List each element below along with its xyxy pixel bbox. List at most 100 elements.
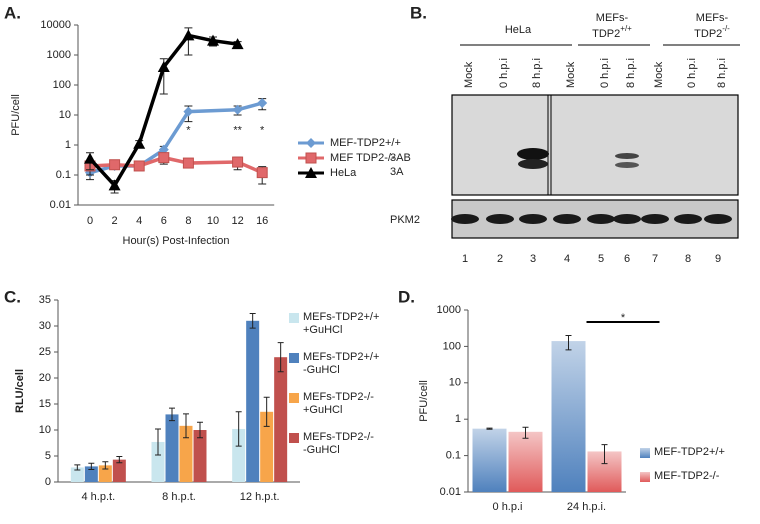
marker — [182, 157, 194, 169]
legend-label: HeLa — [330, 167, 357, 179]
legend-item: MEFs-TDP2-/- -GuHCl — [303, 431, 374, 456]
x-tick-label: 8 h.p.t. — [162, 491, 196, 503]
x-tick-label: 4 h.p.t. — [82, 491, 116, 503]
marker — [306, 138, 316, 148]
y-tick-label: 30 — [39, 320, 51, 332]
marker — [108, 179, 121, 191]
y-axis-label: PFU/cell — [418, 380, 430, 422]
panel-label: B. — [410, 3, 427, 22]
group-label-sup: +/+ — [620, 24, 632, 33]
bar — [112, 459, 126, 482]
band — [486, 214, 514, 224]
error-bar — [249, 313, 256, 329]
legend-item: MEFs-TDP2-/- +GuHCl — [303, 391, 374, 416]
band-label: 3A — [390, 166, 404, 178]
error-bar — [183, 413, 189, 439]
annotation: * — [260, 125, 265, 137]
x-tick-label: 0 h.p.i — [493, 501, 523, 513]
x-axis-label: Hour(s) Post-Infection — [123, 235, 230, 247]
error-bar — [74, 464, 81, 471]
marker — [305, 152, 317, 164]
legend-item: MEF-TDP2+/+ — [654, 446, 725, 458]
lane-label: 0 h.p.i — [599, 58, 611, 88]
legend-item: MEF-TDP2-/- — [654, 470, 719, 482]
band — [613, 214, 641, 224]
legend-swatch — [289, 353, 299, 363]
group-label: MEFs- — [596, 12, 629, 24]
y-tick-label: 5 — [45, 450, 51, 462]
marker — [305, 167, 317, 178]
bar — [508, 431, 543, 492]
lane-number: 7 — [652, 253, 658, 265]
x-tick-label: 16 — [256, 215, 268, 227]
y-axis-label: PFU/cell — [10, 94, 22, 136]
lane-label: Mock — [463, 61, 475, 88]
lane-label: 0 h.p.i — [498, 58, 510, 88]
lane-label: 8 h.p.i — [716, 58, 728, 88]
marker — [182, 29, 195, 41]
y-tick-label: 1000 — [47, 49, 71, 61]
y-tick-label: 1 — [455, 413, 461, 425]
lane-number: 5 — [598, 253, 604, 265]
marker — [133, 137, 146, 149]
y-tick-label: 20 — [39, 372, 51, 384]
lane-label: 0 h.p.i — [686, 58, 698, 88]
group-label-part: TDP2 — [592, 28, 620, 40]
x-tick-label: 12 h.p.t. — [240, 491, 280, 503]
y-tick-label: 1000 — [437, 304, 461, 316]
legend-label: MEFs-TDP2-/- +GuHCl — [303, 391, 374, 416]
error-bar — [169, 407, 175, 422]
lane-number: 8 — [685, 253, 691, 265]
y-tick-label: 0.1 — [446, 450, 461, 462]
lane-number: 9 — [715, 253, 721, 265]
blot-top — [451, 94, 739, 196]
bar — [179, 425, 193, 482]
error-bar — [235, 411, 242, 447]
legend-swatch — [289, 433, 299, 443]
band — [517, 148, 549, 160]
y-tick-label: 100 — [53, 79, 71, 91]
legend-item: MEFs-TDP2+/+ +GuHCl — [303, 311, 380, 336]
group-label: TDP2+/+ — [592, 24, 632, 40]
error-bar — [486, 427, 493, 430]
band — [674, 214, 702, 224]
y-tick-label: 10 — [449, 377, 461, 389]
legend-label: MEFs-TDP2-/- -GuHCl — [303, 431, 374, 456]
bar — [551, 341, 586, 492]
western-blot — [451, 44, 740, 239]
x-tick-label: 0 — [87, 215, 93, 227]
lane-number: 4 — [564, 253, 570, 265]
lane-label: 8 h.p.i — [625, 58, 637, 88]
band-label: PKM2 — [390, 214, 420, 226]
x-tick-label: 6 — [161, 215, 167, 227]
band — [615, 162, 639, 168]
band — [553, 214, 581, 224]
bar — [193, 430, 207, 482]
lane-number: 6 — [624, 253, 630, 265]
y-tick-label: 100 — [443, 340, 461, 352]
error-bar — [263, 396, 270, 427]
band — [519, 214, 547, 224]
annotation: * — [621, 312, 626, 324]
x-tick-label: 4 — [136, 215, 142, 227]
legend-label: MEFs-TDP2+/+ -GuHCl — [303, 351, 380, 376]
lane-label: 8 h.p.i — [531, 58, 543, 88]
error-bar — [277, 342, 284, 373]
annotation: ** — [233, 125, 242, 137]
lane-label: Mock — [653, 61, 665, 88]
legend-label: MEF TDP2-/- — [330, 152, 395, 164]
group-label-sup: -/- — [722, 24, 730, 33]
band — [518, 159, 548, 169]
marker — [231, 38, 244, 50]
legend-swatch — [289, 313, 299, 323]
annotation: * — [186, 125, 191, 137]
lane-number: 2 — [497, 253, 503, 265]
bar — [232, 428, 246, 482]
legend-label: MEFs-TDP2+/+ +GuHCl — [303, 311, 380, 336]
group-label: MEFs- — [696, 12, 729, 24]
y-tick-label: 1 — [65, 139, 71, 151]
error-bar — [565, 334, 572, 351]
lane-number: 1 — [462, 253, 468, 265]
bar — [84, 466, 98, 482]
